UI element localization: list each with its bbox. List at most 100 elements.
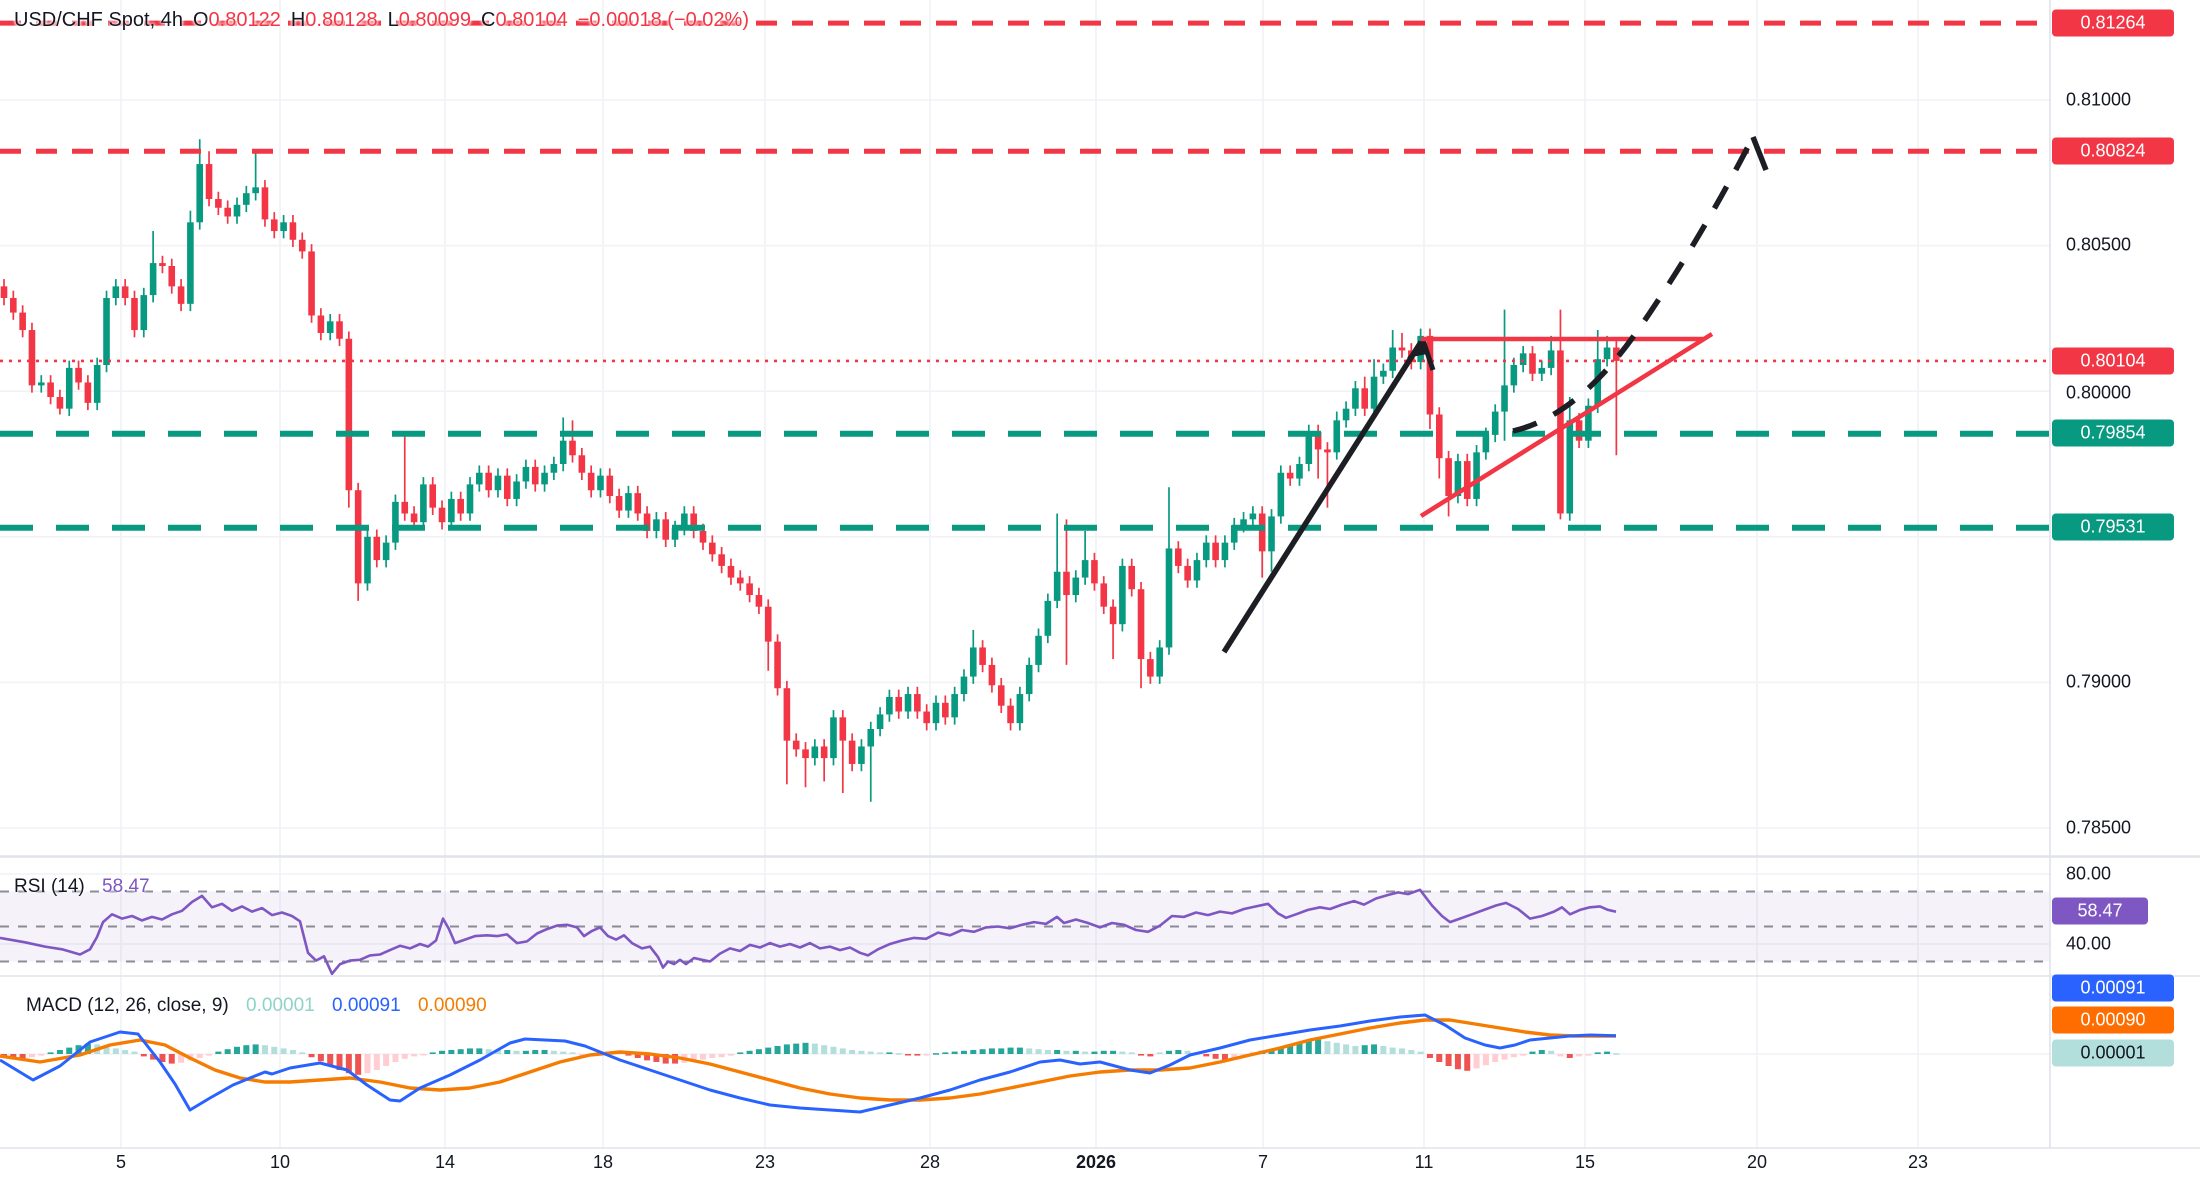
- macd-histogram-bar: [1417, 1051, 1424, 1054]
- price-axis-label[interactable]: 0.80000: [2066, 382, 2132, 403]
- macd-histogram-bar: [271, 1046, 278, 1054]
- candle-body: [159, 263, 166, 266]
- candle-body: [1175, 548, 1182, 566]
- macd-histogram-bar: [998, 1048, 1005, 1054]
- price-axis-label[interactable]: 0.78500: [2066, 817, 2132, 838]
- macd-histogram-bar: [877, 1052, 884, 1054]
- price-axis-badge: 0.80824: [2052, 137, 2174, 165]
- candle-body: [252, 187, 259, 194]
- time-axis-label[interactable]: 20: [1746, 1152, 1768, 1172]
- macd-histogram-bar: [103, 1046, 110, 1054]
- candle-body: [727, 565, 735, 578]
- macd-histogram-bar: [830, 1046, 837, 1054]
- macd-histogram-bar: [867, 1051, 874, 1054]
- price-axis-label[interactable]: 0.81000: [2066, 89, 2132, 110]
- candle-body: [149, 263, 157, 296]
- time-axis-label[interactable]: 2026: [1075, 1152, 1117, 1172]
- candle-body: [420, 484, 427, 523]
- macd-histogram-bar: [1007, 1047, 1014, 1054]
- macd-histogram-bar: [1333, 1042, 1340, 1054]
- candle-body: [1454, 461, 1462, 497]
- candle-body: [1398, 347, 1406, 351]
- time-axis-label[interactable]: 7: [1257, 1152, 1269, 1172]
- macd-histogram-bar: [159, 1054, 166, 1062]
- projection-arrow-hook: [1750, 135, 1769, 172]
- candle-body: [1230, 525, 1238, 543]
- time-axis-label[interactable]: 23: [754, 1152, 776, 1172]
- macd-histogram-bar: [634, 1054, 641, 1058]
- macd-histogram-bar: [420, 1054, 427, 1056]
- candle-body: [1463, 461, 1471, 499]
- candle-body: [1007, 705, 1014, 724]
- candle-body: [1575, 420, 1583, 441]
- triangle-rising-line[interactable]: [1419, 332, 1714, 518]
- macd-histogram-bar: [234, 1046, 240, 1054]
- macd-histogram-bar: [839, 1048, 846, 1054]
- candle-body: [485, 472, 492, 491]
- macd-histogram-bar: [560, 1051, 567, 1054]
- macd-histogram-bar: [1203, 1054, 1210, 1057]
- candle-body: [317, 315, 325, 333]
- candle-body: [448, 498, 455, 523]
- price-axis-label[interactable]: 80.00: [2066, 863, 2112, 884]
- time-axis-label[interactable]: 14: [434, 1152, 456, 1172]
- macd-histogram-bar: [411, 1054, 418, 1057]
- candle-body: [1072, 577, 1080, 596]
- close-value: 0.80104: [495, 9, 568, 31]
- macd-histogram-bar: [345, 1054, 352, 1074]
- macd-histogram-bar: [1380, 1046, 1387, 1054]
- candle-body: [1091, 560, 1098, 584]
- symbol-ohlc-header: USD/CHF Spot, 4h O0.80122 H0.80128 L0.80099…: [14, 9, 749, 32]
- macd-histogram-bar: [383, 1054, 390, 1066]
- time-axis-label[interactable]: 28: [919, 1152, 941, 1172]
- candle-body: [1491, 411, 1499, 435]
- candle-body: [1435, 414, 1443, 459]
- macd-histogram-bar: [1399, 1048, 1405, 1054]
- macd-histogram-bar: [1566, 1054, 1573, 1058]
- time-axis-label[interactable]: 11: [1414, 1152, 1434, 1172]
- candle-body: [280, 222, 287, 232]
- macd-histogram-bar: [1026, 1048, 1033, 1054]
- candle-body: [1081, 560, 1089, 578]
- macd-histogram-bar: [886, 1052, 893, 1054]
- macd-histogram-bar: [364, 1054, 371, 1074]
- candle-body: [1426, 335, 1434, 415]
- candle-body: [103, 298, 110, 365]
- candle-body: [298, 239, 306, 252]
- time-axis-label[interactable]: 18: [592, 1152, 614, 1172]
- candle-body: [1044, 600, 1052, 636]
- macd-histogram-bar: [47, 1052, 54, 1054]
- trend-arrow-line[interactable]: [1221, 340, 1424, 654]
- price-axis-label[interactable]: 0.79000: [2066, 671, 2132, 692]
- macd-histogram-bar: [1436, 1054, 1443, 1062]
- macd-hist-value: 0.00001: [246, 995, 315, 1016]
- macd-histogram-bar: [1277, 1046, 1284, 1054]
- candle-body: [345, 338, 353, 491]
- low-value: 0.80099: [398, 9, 471, 31]
- macd-histogram-bar: [765, 1047, 772, 1054]
- time-axis-label[interactable]: 15: [1574, 1152, 1596, 1172]
- price-axis-label[interactable]: 0.80500: [2066, 234, 2132, 255]
- projection-dashed-arrow[interactable]: [1512, 135, 1756, 434]
- macd-histogram-bar: [1054, 1050, 1061, 1054]
- time-axis-label[interactable]: 5: [115, 1152, 127, 1172]
- price-axis-label[interactable]: 40.00: [2066, 933, 2112, 954]
- candle-body: [858, 746, 865, 764]
- macd-histogram-bar: [644, 1054, 651, 1061]
- macd-histogram-bar: [168, 1054, 175, 1064]
- candle-body: [764, 606, 772, 642]
- macd-histogram-bar: [494, 1050, 501, 1054]
- macd-histogram-bar: [1473, 1054, 1480, 1069]
- candle-body: [19, 312, 26, 331]
- time-axis-label[interactable]: 10: [269, 1152, 291, 1172]
- candle-body: [1324, 449, 1331, 453]
- candle-body: [1165, 548, 1173, 648]
- candle-body: [802, 749, 809, 759]
- candle-body: [457, 498, 464, 514]
- macd-histogram-bar: [970, 1050, 977, 1054]
- time-axis-label[interactable]: 23: [1907, 1152, 1929, 1172]
- macd-histogram-bar: [1604, 1051, 1611, 1054]
- macd-histogram-bar: [1510, 1054, 1517, 1058]
- macd-histogram-bar: [1315, 1039, 1322, 1054]
